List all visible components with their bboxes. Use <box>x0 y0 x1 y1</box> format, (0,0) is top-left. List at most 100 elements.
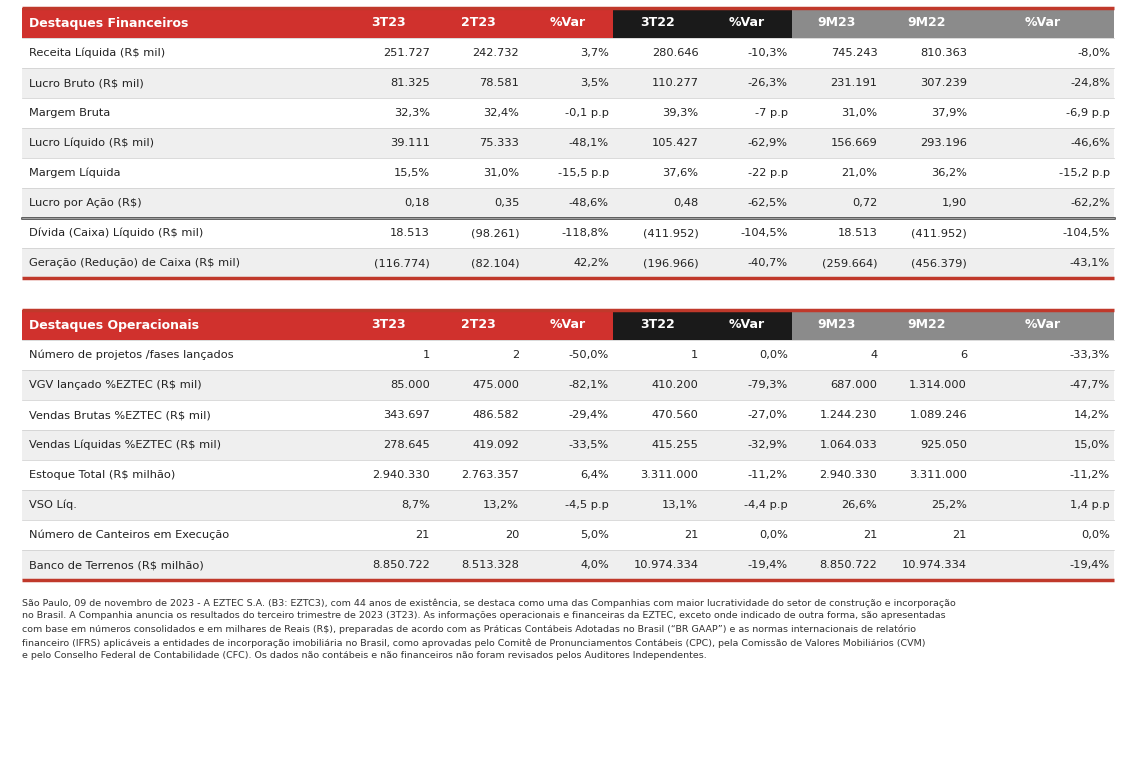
Text: Número de projetos /fases lançados: Número de projetos /fases lançados <box>30 350 234 360</box>
Text: 3T23: 3T23 <box>371 17 407 30</box>
Text: (259.664): (259.664) <box>822 258 877 268</box>
Text: 21: 21 <box>416 530 429 540</box>
Text: %Var: %Var <box>550 17 586 30</box>
Text: 18.513: 18.513 <box>390 228 429 238</box>
Text: 105.427: 105.427 <box>651 138 699 148</box>
Text: -62,9%: -62,9% <box>747 138 788 148</box>
Text: 20: 20 <box>504 530 519 540</box>
Text: -19,4%: -19,4% <box>747 560 788 570</box>
Text: 1.244.230: 1.244.230 <box>820 410 877 420</box>
Text: 25,2%: 25,2% <box>932 500 967 510</box>
Text: 293.196: 293.196 <box>920 138 967 148</box>
Text: -7 p.p: -7 p.p <box>754 108 788 118</box>
Bar <box>22 218 1114 248</box>
Bar <box>22 248 1114 278</box>
Bar <box>22 38 1114 68</box>
Text: 110.277: 110.277 <box>651 78 699 88</box>
Text: -32,9%: -32,9% <box>747 440 788 450</box>
Bar <box>434 8 524 38</box>
Text: 343.697: 343.697 <box>383 410 429 420</box>
Text: -15,2 p.p: -15,2 p.p <box>1059 168 1110 178</box>
Text: 31,0%: 31,0% <box>483 168 519 178</box>
Text: (98.261): (98.261) <box>470 228 519 238</box>
Text: Vendas Brutas %EZTEC (R$ mil): Vendas Brutas %EZTEC (R$ mil) <box>30 410 211 420</box>
Text: 486.582: 486.582 <box>473 410 519 420</box>
Text: -33,5%: -33,5% <box>568 440 609 450</box>
Text: 419.092: 419.092 <box>473 440 519 450</box>
Text: %Var: %Var <box>729 319 766 331</box>
Bar <box>434 310 524 340</box>
Text: -82,1%: -82,1% <box>569 380 609 390</box>
Text: 39,3%: 39,3% <box>662 108 699 118</box>
Text: -22 p.p: -22 p.p <box>747 168 788 178</box>
Text: 8,7%: 8,7% <box>401 500 429 510</box>
Bar <box>792 8 882 38</box>
Text: -10,3%: -10,3% <box>747 48 788 58</box>
Bar <box>22 68 1114 98</box>
Text: -24,8%: -24,8% <box>1070 78 1110 88</box>
Text: Estoque Total (R$ milhão): Estoque Total (R$ milhão) <box>30 470 175 480</box>
Text: 1.314.000: 1.314.000 <box>909 380 967 390</box>
Text: 81.325: 81.325 <box>390 78 429 88</box>
Text: 3.311.000: 3.311.000 <box>641 470 699 480</box>
Bar <box>22 158 1114 188</box>
Bar <box>22 520 1114 550</box>
Text: 31,0%: 31,0% <box>842 108 877 118</box>
Text: -43,1%: -43,1% <box>1070 258 1110 268</box>
Text: 15,5%: 15,5% <box>393 168 429 178</box>
Text: 2T23: 2T23 <box>461 17 495 30</box>
Text: 14,2%: 14,2% <box>1075 410 1110 420</box>
Bar <box>882 310 971 340</box>
Text: 9M22: 9M22 <box>907 17 945 30</box>
Bar <box>22 188 1114 218</box>
Text: -6,9 p.p: -6,9 p.p <box>1066 108 1110 118</box>
Bar <box>524 8 612 38</box>
Text: 2.763.357: 2.763.357 <box>461 470 519 480</box>
Bar <box>344 8 434 38</box>
Text: 21: 21 <box>863 530 877 540</box>
Text: 0,0%: 0,0% <box>1081 530 1110 540</box>
Text: 475.000: 475.000 <box>473 380 519 390</box>
Text: 0,0%: 0,0% <box>759 530 788 540</box>
Text: 2: 2 <box>512 350 519 360</box>
Bar <box>22 310 344 340</box>
Bar <box>702 310 792 340</box>
Text: Margem Líquida: Margem Líquida <box>30 168 120 178</box>
Text: Número de Canteiros em Execução: Número de Canteiros em Execução <box>30 530 229 540</box>
Text: 78.581: 78.581 <box>479 78 519 88</box>
Text: 5,0%: 5,0% <box>579 530 609 540</box>
Text: 242.732: 242.732 <box>473 48 519 58</box>
Text: (411.952): (411.952) <box>911 228 967 238</box>
Text: 1.064.033: 1.064.033 <box>820 440 877 450</box>
Text: -27,0%: -27,0% <box>747 410 788 420</box>
Text: 745.243: 745.243 <box>830 48 877 58</box>
Text: %Var: %Var <box>729 17 766 30</box>
Text: 3T23: 3T23 <box>371 319 407 331</box>
Text: (411.952): (411.952) <box>643 228 699 238</box>
Bar <box>22 8 344 38</box>
Text: 4,0%: 4,0% <box>580 560 609 570</box>
Text: 3,5%: 3,5% <box>579 78 609 88</box>
Text: -11,2%: -11,2% <box>747 470 788 480</box>
Text: -0,1 p.p: -0,1 p.p <box>565 108 609 118</box>
Text: Receita Líquida (R$ mil): Receita Líquida (R$ mil) <box>30 48 165 58</box>
Text: 2T23: 2T23 <box>461 319 495 331</box>
Text: 1: 1 <box>423 350 429 360</box>
Text: 15,0%: 15,0% <box>1074 440 1110 450</box>
Text: 3,7%: 3,7% <box>579 48 609 58</box>
Bar <box>524 310 612 340</box>
Text: -48,1%: -48,1% <box>569 138 609 148</box>
Text: -26,3%: -26,3% <box>747 78 788 88</box>
Text: Vendas Líquidas %EZTEC (R$ mil): Vendas Líquidas %EZTEC (R$ mil) <box>30 440 222 450</box>
Text: Margem Bruta: Margem Bruta <box>30 108 110 118</box>
Bar <box>971 310 1114 340</box>
Text: 1,90: 1,90 <box>942 198 967 208</box>
Bar <box>22 340 1114 370</box>
Text: 410.200: 410.200 <box>651 380 699 390</box>
Text: VSO Líq.: VSO Líq. <box>30 500 77 511</box>
Bar <box>882 8 971 38</box>
Text: São Paulo, 09 de novembro de 2023 - A EZTEC S.A. (B3: EZTC3), com 44 anos de exi: São Paulo, 09 de novembro de 2023 - A EZ… <box>22 598 955 661</box>
Text: -118,8%: -118,8% <box>561 228 609 238</box>
Text: 42,2%: 42,2% <box>573 258 609 268</box>
Text: 8.513.328: 8.513.328 <box>461 560 519 570</box>
